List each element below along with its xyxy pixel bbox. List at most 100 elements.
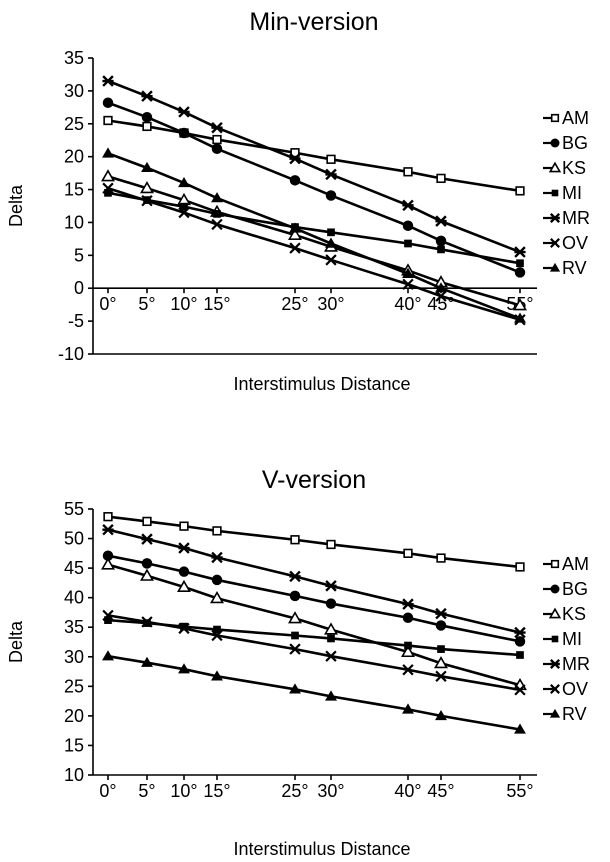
data-point bbox=[435, 607, 447, 620]
data-point bbox=[514, 267, 526, 278]
y-tick-label: 35 bbox=[64, 48, 84, 68]
y-axis-label: Delta bbox=[6, 184, 26, 227]
data-point bbox=[178, 206, 190, 219]
data-point bbox=[102, 550, 114, 561]
data-point bbox=[211, 192, 223, 203]
data-point bbox=[141, 656, 153, 667]
data-point bbox=[177, 579, 191, 593]
legend-marker bbox=[551, 635, 559, 643]
data-point bbox=[435, 670, 447, 682]
data-point bbox=[436, 553, 446, 563]
series-line bbox=[107, 554, 521, 643]
data-point bbox=[289, 222, 301, 233]
data-point bbox=[178, 177, 190, 188]
x-tick-label: 10° bbox=[170, 294, 197, 314]
y-tick-label: 15 bbox=[64, 180, 84, 200]
data-point bbox=[213, 210, 221, 218]
x-tick-label: 45° bbox=[427, 781, 454, 801]
data-point bbox=[102, 523, 114, 536]
legend-label: OV bbox=[562, 233, 588, 253]
x-tick-label: 0° bbox=[99, 294, 116, 314]
y-tick-label: -10 bbox=[58, 344, 84, 364]
data-point bbox=[289, 683, 301, 694]
legend-marker bbox=[549, 212, 561, 224]
data-point bbox=[402, 278, 414, 290]
legend-marker bbox=[551, 189, 559, 197]
legend-label: AM bbox=[562, 108, 589, 128]
data-point bbox=[178, 127, 190, 139]
data-point bbox=[514, 312, 526, 323]
series-RV bbox=[102, 147, 526, 323]
y-tick-label: 20 bbox=[64, 706, 84, 726]
data-point bbox=[101, 169, 115, 182]
data-point bbox=[289, 152, 301, 165]
data-point bbox=[210, 591, 224, 604]
data-point bbox=[516, 651, 524, 659]
data-point bbox=[402, 612, 414, 624]
data-point bbox=[102, 182, 114, 194]
x-tick-label: 30° bbox=[317, 781, 344, 801]
legend-marker bbox=[550, 584, 560, 594]
data-point bbox=[140, 568, 154, 581]
series-BG bbox=[102, 550, 526, 647]
data-point bbox=[290, 148, 300, 158]
data-point bbox=[289, 643, 301, 655]
data-point bbox=[289, 590, 301, 602]
data-point bbox=[213, 625, 221, 634]
legend-label: MI bbox=[562, 183, 582, 203]
x-tick-label: 10° bbox=[170, 781, 197, 801]
series-KS bbox=[101, 169, 527, 311]
data-point bbox=[291, 631, 299, 640]
legend-label: RV bbox=[562, 258, 587, 278]
data-point bbox=[325, 690, 337, 701]
x-axis-label: Interstimulus Distance bbox=[233, 839, 410, 859]
data-point bbox=[288, 611, 302, 624]
legend-marker bbox=[550, 559, 560, 569]
data-point bbox=[435, 282, 447, 293]
x-tick-label: 25° bbox=[281, 781, 308, 801]
y-tick-label: 10 bbox=[64, 212, 84, 232]
legend-marker bbox=[548, 161, 562, 173]
data-point bbox=[141, 558, 153, 569]
data-point bbox=[515, 186, 525, 196]
data-point bbox=[402, 664, 414, 676]
data-point bbox=[324, 622, 338, 635]
data-point bbox=[178, 566, 190, 577]
legend-label: RV bbox=[562, 704, 587, 724]
y-tick-label: 50 bbox=[64, 529, 84, 549]
x-axis-label: Interstimulus Distance bbox=[233, 374, 410, 394]
y-tick-label: 45 bbox=[64, 558, 84, 578]
series-MR bbox=[102, 75, 526, 258]
legend-marker bbox=[549, 262, 561, 272]
data-point bbox=[288, 227, 302, 240]
data-point bbox=[435, 290, 447, 302]
data-point bbox=[212, 526, 222, 536]
data-point bbox=[402, 267, 414, 278]
data-point bbox=[402, 199, 414, 212]
data-point bbox=[178, 663, 190, 674]
legend: AM BG KS MI MR OV RV bbox=[543, 554, 590, 724]
x-tick-label: 0° bbox=[99, 781, 116, 801]
data-point bbox=[141, 90, 153, 102]
data-point bbox=[436, 173, 446, 184]
data-point bbox=[180, 622, 188, 631]
data-point bbox=[326, 539, 336, 550]
series-RV bbox=[102, 650, 526, 734]
y-tick-label: -5 bbox=[68, 311, 84, 331]
legend-label: KS bbox=[562, 158, 586, 178]
legend-label: MR bbox=[562, 654, 590, 674]
data-point bbox=[404, 641, 412, 650]
series-AM bbox=[103, 512, 525, 572]
x-tick-label: 40° bbox=[394, 294, 421, 314]
y-tick-label: 10 bbox=[64, 765, 84, 785]
data-point bbox=[141, 111, 153, 123]
data-point bbox=[104, 188, 112, 197]
data-point bbox=[326, 154, 336, 164]
data-point bbox=[101, 557, 115, 570]
data-point bbox=[104, 616, 112, 624]
data-point bbox=[289, 242, 301, 254]
data-point bbox=[514, 626, 526, 639]
legend: AM BG KS MI MR OV RV bbox=[543, 108, 590, 278]
data-point bbox=[102, 75, 114, 87]
data-point bbox=[140, 181, 154, 194]
